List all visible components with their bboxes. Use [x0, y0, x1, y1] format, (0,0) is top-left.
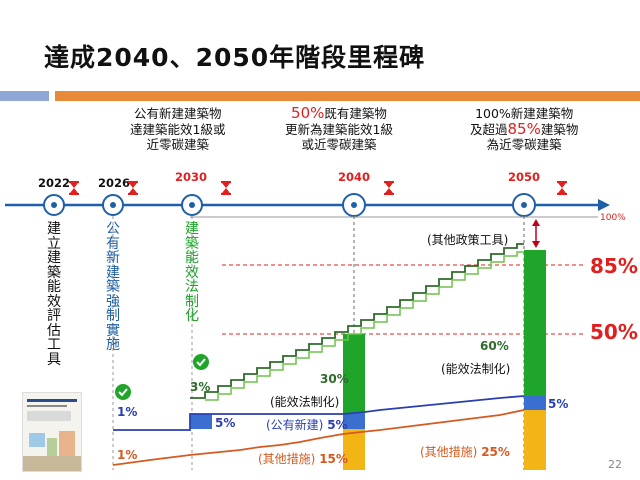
- bar-2040-blue: [343, 414, 365, 429]
- milestone-2050-description: 100%新建建築物 及超過85%建築物 為近零碳建築: [470, 106, 579, 152]
- line-other-measures: [112, 409, 525, 466]
- hourglass-icon: [384, 181, 394, 195]
- line-energy-law: [190, 243, 524, 399]
- hourglass-icon: [221, 181, 231, 195]
- label-threshold-50: 50%: [590, 320, 638, 344]
- bar-2040-green: [343, 334, 365, 414]
- vertical-text-2022: 建立建築能效評估工具: [47, 221, 61, 368]
- year-2026: 2026: [98, 176, 131, 190]
- hourglass-icon: [69, 181, 79, 195]
- title-underline-blue: [0, 91, 49, 101]
- label-2026-top: 1%: [117, 405, 138, 419]
- label-2030-mid: 5%: [215, 416, 236, 430]
- report-cover-thumbnail: [22, 392, 82, 472]
- label-2040-green: (能效法制化): [270, 395, 340, 409]
- bar-2040-orange: [343, 429, 365, 470]
- label-2026-bottom: 1%: [117, 448, 138, 462]
- title-underline-orange: [55, 91, 640, 101]
- year-2030: 2030: [175, 170, 208, 184]
- label-100pct: 100%: [600, 213, 626, 223]
- label-threshold-85: 85%: [590, 254, 638, 278]
- vertical-text-2026: 公有新建築強制實施: [106, 221, 120, 353]
- year-2050: 2050: [508, 170, 541, 184]
- hourglass-icon: [128, 181, 138, 195]
- vertical-text-2030: 建築能效法制化: [185, 221, 199, 324]
- bar-2050-green: [524, 250, 546, 396]
- label-other-policy: (其他政策工具): [427, 233, 509, 247]
- bar-2050-blue: [524, 396, 546, 410]
- line-public-new: [113, 395, 525, 431]
- label-2050-green: (能效法制化): [441, 362, 511, 376]
- bar-2050-orange: [524, 410, 546, 470]
- page-number: 22: [608, 458, 622, 471]
- label-2050-blue: 5%: [548, 397, 569, 411]
- check-icon-2030: [193, 354, 209, 370]
- page-title: 達成2040、2050年階段里程碑: [44, 43, 426, 72]
- hourglass-icons: [69, 181, 567, 195]
- label-2050-orange: (其他措施) 25%: [420, 445, 510, 459]
- label-2040-green-pct: 30%: [320, 372, 349, 386]
- milestone-2030-description: 公有新建建築物 達建築能效1級或 近零碳建築: [130, 106, 226, 152]
- year-2040: 2040: [338, 170, 371, 184]
- bar-2030-blue: [190, 414, 212, 429]
- year-2022: 2022: [38, 176, 71, 190]
- label-2030-top: 3%: [190, 380, 211, 394]
- label-2040-orange: (其他措施) 15%: [258, 452, 348, 466]
- label-2050-green-pct: 60%: [480, 339, 509, 353]
- hourglass-icon: [557, 181, 567, 195]
- check-icon-2026: [115, 384, 131, 400]
- timeline-arrowhead: [598, 199, 610, 211]
- label-2040-blue: (公有新建) 5%: [266, 418, 348, 432]
- milestone-2040-description: 50%既有建築物 更新為建築能效1級 或近零碳建築: [285, 104, 393, 152]
